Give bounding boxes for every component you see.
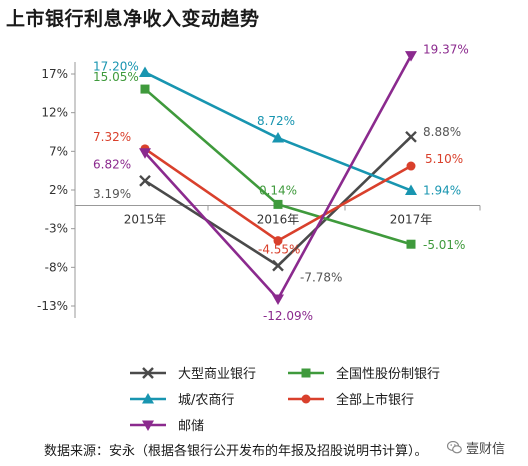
data-point	[405, 51, 417, 62]
legend-label: 城/农商行	[178, 393, 234, 408]
legend-marker	[301, 368, 311, 378]
legend-label: 邮储	[178, 419, 204, 434]
data-point	[139, 66, 151, 77]
data-point	[405, 184, 417, 195]
chart-title: 上市银行利息净收入变动趋势	[6, 8, 260, 30]
watermark-text: 壹财信	[466, 442, 506, 457]
data-label: 6.82%	[93, 158, 131, 172]
data-point	[139, 148, 151, 159]
data-point	[406, 239, 416, 249]
data-point	[273, 236, 283, 246]
legend-marker	[142, 367, 154, 379]
chart-axes: 17% 12% 7% 2% -3% -8% -13% 2015年 2016年 2017年	[37, 62, 481, 318]
data-labels: 3.19% -7.78% 8.88% 15.05% 0.14% -5.01% 17.20% 8…	[93, 43, 469, 323]
data-label: 8.88%	[423, 125, 461, 139]
y-tick-label: -8%	[45, 260, 68, 274]
data-label: 1.94%	[423, 183, 461, 197]
watermark: 壹财信	[446, 438, 506, 457]
y-tick-label: 7%	[49, 144, 68, 158]
data-label: -12.09%	[263, 309, 313, 323]
y-tick-label: 12%	[41, 106, 68, 120]
data-label: 17.20%	[93, 59, 139, 73]
wechat-icon	[446, 440, 462, 454]
legend-item: 全部上市银行	[288, 392, 414, 408]
x-tick-label: 2015年	[124, 212, 167, 226]
data-point	[272, 294, 284, 305]
data-point	[406, 161, 416, 171]
y-tick-label: 17%	[41, 67, 68, 81]
legend-marker	[142, 393, 154, 404]
data-point	[140, 84, 150, 94]
data-label: 8.72%	[257, 114, 295, 128]
data-label: 3.19%	[93, 187, 131, 201]
legend-label: 大型商业银行	[178, 367, 256, 382]
legend-item: 城/农商行	[130, 393, 234, 408]
data-point	[273, 199, 283, 209]
data-point	[405, 130, 417, 143]
legend-item: 大型商业银行	[130, 367, 256, 382]
legend-marker	[142, 420, 154, 431]
series-lines	[139, 51, 417, 305]
legend-marker	[301, 394, 311, 404]
data-label: -5.01%	[423, 238, 465, 252]
data-label: 0.14%	[259, 183, 297, 197]
data-label: -4.55%	[258, 243, 300, 257]
series-line	[144, 71, 412, 192]
legend-item: 邮储	[130, 419, 204, 434]
data-point	[272, 132, 284, 143]
x-tick-label: 2016年	[257, 212, 300, 226]
y-tick-label: -3%	[45, 222, 68, 236]
data-point	[139, 174, 151, 187]
data-label: 19.37%	[423, 43, 469, 57]
data-label: 7.32%	[93, 130, 131, 144]
x-tick-label: 2017年	[390, 212, 433, 226]
legend-label: 全国性股份制银行	[336, 366, 440, 382]
y-tick-label: -13%	[37, 299, 68, 313]
data-point	[272, 259, 284, 272]
legend-item: 全国性股份制银行	[288, 366, 440, 382]
source-note: 数据来源：安永（根据各银行公开发布的年报及招股说明书计算）。	[44, 444, 428, 459]
data-label: 15.05%	[93, 70, 139, 84]
y-tick-label: 2%	[49, 183, 68, 197]
data-label: 5.10%	[425, 152, 463, 166]
data-label: -7.78%	[300, 271, 342, 285]
legend-label: 全部上市银行	[336, 392, 414, 408]
